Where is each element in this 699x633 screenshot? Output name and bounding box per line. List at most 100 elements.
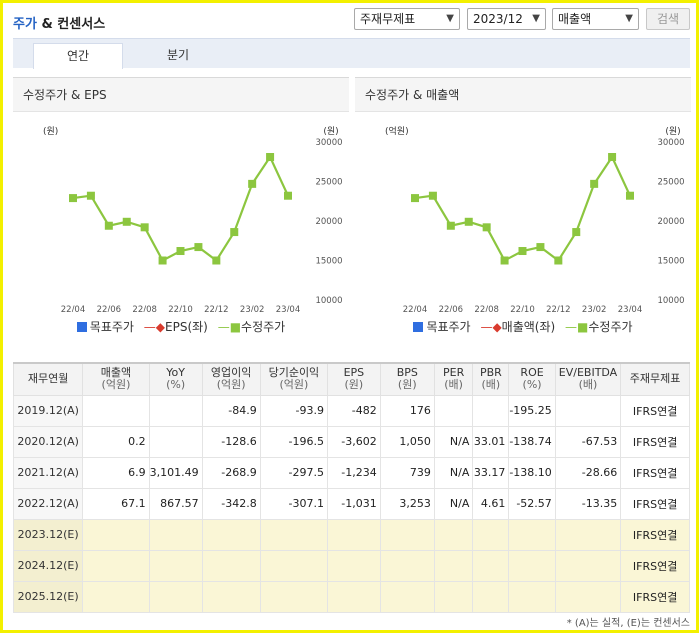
column-header-label: 재무연월 (27, 372, 69, 386)
price-point[interactable] (554, 256, 563, 265)
table-cell: 2021.12(A) (12, 456, 84, 489)
table-cell: IFRS연결 (620, 549, 690, 582)
price-point[interactable] (194, 243, 203, 252)
period-value: 2023/12 (473, 12, 523, 26)
x-tick-label: 22/04 (61, 305, 86, 312)
table-cell: 176 (379, 394, 435, 427)
table-cell (82, 580, 150, 613)
table-cell (327, 518, 381, 551)
square-line-icon: —■ (217, 320, 242, 334)
table-cell (554, 518, 622, 551)
price-point[interactable] (518, 247, 527, 256)
price-point[interactable] (590, 179, 599, 188)
price-point[interactable] (69, 194, 77, 203)
table-cell: -138.74 (508, 425, 556, 458)
table-cell: 2019.12(A) (12, 394, 84, 427)
table-cell: 6.9 (82, 456, 150, 489)
statement-type-value: 주재무제표 (360, 12, 416, 26)
price-point[interactable] (536, 243, 545, 252)
x-tick-label: 22/10 (168, 305, 193, 312)
x-tick-label: 22/12 (204, 305, 229, 312)
price-point[interactable] (446, 221, 455, 230)
table-cell: 2024.12(E) (12, 549, 84, 582)
price-point[interactable] (212, 256, 221, 265)
metric-select[interactable]: 매출액 ▼ (552, 8, 639, 30)
table-cell (148, 425, 203, 458)
legend-eps[interactable]: —◆EPS(좌) (144, 320, 208, 334)
chart-panel-title: 수정주가 & 매출액 (355, 78, 691, 112)
table-cell (259, 518, 329, 551)
table-cell: 1,050 (379, 425, 435, 458)
period-select[interactable]: 2023/12 ▼ (467, 8, 546, 30)
y-tick-label: 25000 (315, 178, 342, 188)
column-header-unit: (원) (344, 378, 364, 392)
table-cell (554, 580, 622, 613)
price-point[interactable] (572, 228, 581, 237)
table-cell (201, 580, 261, 613)
legend-target-price[interactable]: 목표주가 (76, 320, 134, 334)
price-point[interactable] (626, 191, 634, 200)
legend-revenue[interactable]: —◆매출액(좌) (480, 320, 555, 334)
metric-value: 매출액 (558, 12, 592, 26)
column-header: 주재무제표 (620, 362, 690, 396)
table-cell (433, 518, 474, 551)
statement-type-select[interactable]: 주재무제표 ▼ (354, 8, 460, 30)
price-point[interactable] (482, 223, 491, 232)
price-point[interactable] (86, 191, 95, 200)
table-cell (82, 549, 150, 582)
price-point[interactable] (158, 256, 167, 265)
chart-legend: 목표주가 —◆매출액(좌) —■수정주가 (355, 318, 691, 335)
tab-quarterly[interactable]: 분기 (166, 48, 190, 62)
price-point[interactable] (122, 217, 131, 226)
price-point[interactable] (608, 153, 617, 162)
table-cell (201, 518, 261, 551)
search-button[interactable]: 검색 (646, 8, 690, 30)
square-icon (76, 322, 87, 332)
table-cell (379, 580, 435, 613)
price-point[interactable] (428, 191, 437, 200)
price-point[interactable] (230, 228, 239, 237)
price-series-line (72, 154, 289, 263)
table-body: 2019.12(A) -84.9 -93.9 -482 176 -195.25 IFRS연결… (12, 394, 690, 613)
price-point[interactable] (140, 223, 149, 232)
price-point[interactable] (266, 153, 275, 162)
table-cell: 0.2 (82, 425, 150, 458)
table-cell: 3,253 (379, 487, 435, 520)
column-header-label: EV/EBITDA (558, 366, 618, 380)
column-header-label: BPS (396, 366, 418, 380)
table-cell: -138.10 (508, 456, 556, 489)
table-cell: 867.57 (148, 487, 203, 520)
table-cell (379, 549, 435, 582)
column-header: PER (배) (433, 362, 474, 396)
x-tick-label: 22/06 (439, 305, 464, 312)
tab-annual[interactable]: 연간 (33, 43, 123, 69)
title-rest: & 컨센서스 (36, 17, 106, 32)
table-cell: N/A (433, 487, 474, 520)
price-point[interactable] (500, 256, 509, 265)
table-cell: -195.25 (508, 394, 556, 427)
price-point[interactable] (464, 217, 473, 226)
table-cell: -28.66 (554, 456, 622, 489)
legend-adjusted-price[interactable]: —■수정주가 (565, 320, 633, 334)
table-cell: -268.9 (201, 456, 261, 489)
column-header: EPS (원) (327, 362, 381, 396)
table-cell: -342.8 (201, 487, 261, 520)
price-point[interactable] (284, 191, 292, 200)
price-point[interactable] (104, 221, 113, 230)
legend-target-price[interactable]: 목표주가 (413, 320, 471, 334)
column-header-label: PBR (479, 366, 502, 380)
price-point[interactable] (176, 247, 185, 256)
table-cell (148, 394, 203, 427)
legend-adjusted-price[interactable]: —■수정주가 (218, 320, 286, 334)
table-cell (259, 549, 329, 582)
column-header: 매출액 (억원) (82, 362, 150, 396)
price-point[interactable] (411, 194, 419, 203)
price-point[interactable] (248, 179, 257, 188)
column-header-label: PER (443, 366, 465, 380)
column-header: PBR (배) (472, 362, 510, 396)
table-row: 2020.12(A) 0.2 -128.6 -196.5 -3,602 1,050 N/A 3… (12, 425, 690, 458)
column-header-unit: (억원) (216, 378, 246, 392)
table-cell: -67.53 (554, 425, 622, 458)
